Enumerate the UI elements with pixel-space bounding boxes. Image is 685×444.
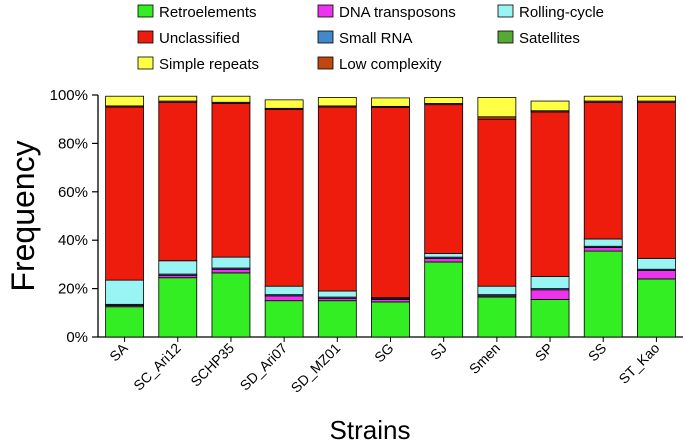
- bar-sa-rolling-cycle: [105, 279, 144, 305]
- legend-swatch-rolling-cycle: [497, 4, 514, 18]
- legend-swatch-dna-transposons: [317, 4, 334, 18]
- legend-swatch-unclassified: [137, 30, 154, 44]
- legend-swatch-retroelements: [137, 4, 154, 18]
- legend-swatch-low-complexity: [317, 56, 334, 70]
- bar-sj-simple-repeats: [424, 97, 464, 104]
- bar-sg-retroelements: [371, 301, 410, 338]
- legend-label-rolling-cycle: Rolling-cycle: [519, 4, 604, 21]
- bar-sc-ari12-rolling-cycle: [158, 260, 198, 275]
- bar-sp-unclassified: [530, 111, 570, 277]
- bar-st-kao-dna-transposons: [637, 270, 676, 280]
- bar-sp-rolling-cycle: [530, 276, 570, 290]
- bar-schp35-rolling-cycle: [211, 256, 251, 269]
- bar-ss-dna-transposons: [583, 247, 623, 252]
- x-tick-label: SA: [106, 339, 131, 364]
- bar-sd-mz01-retroelements: [317, 300, 357, 338]
- bar-sa-unclassified: [105, 106, 144, 281]
- bar-sd-mz01-simple-repeats: [317, 97, 357, 107]
- x-tick-label: SC_Ari12: [130, 340, 184, 394]
- y-tick-label: 20%: [58, 281, 88, 298]
- bar-sc-ari12-retroelements: [158, 277, 198, 338]
- bar-sp-dna-transposons: [530, 289, 570, 300]
- bar-sc-ari12-simple-repeats: [158, 95, 198, 102]
- bar-sa-simple-repeats: [105, 95, 144, 107]
- y-tick-label: 60%: [58, 184, 88, 201]
- bar-sj-retroelements: [424, 261, 464, 338]
- bar-sj-rolling-cycle: [424, 253, 464, 258]
- bar-schp35-simple-repeats: [211, 95, 251, 103]
- x-axis-title: Strains: [330, 415, 411, 444]
- bar-ss-simple-repeats: [583, 95, 623, 102]
- bar-sg-unclassified: [371, 107, 410, 298]
- bar-schp35-retroelements: [211, 272, 251, 338]
- bar-sd-ari07-simple-repeats: [264, 99, 304, 109]
- bar-sd-mz01-rolling-cycle: [317, 290, 357, 298]
- bar-schp35-unclassified: [211, 103, 251, 258]
- legend-label-satellites: Satellites: [519, 30, 580, 47]
- bars: [105, 95, 676, 338]
- bar-smen-unclassified: [477, 118, 517, 287]
- legend-swatch-simple-repeats: [137, 56, 154, 70]
- bar-sc-ari12-unclassified: [158, 101, 198, 262]
- legend-swatch-small-rna: [317, 30, 334, 44]
- legend-label-dna-transposons: DNA transposons: [339, 4, 456, 21]
- bar-st-kao-simple-repeats: [637, 95, 676, 102]
- bar-sj-dna-transposons: [424, 257, 464, 263]
- x-tick-label: SD_Ari07: [237, 340, 291, 394]
- x-tick-label: SD_MZ01: [288, 340, 344, 396]
- legend-label-simple-repeats: Simple repeats: [159, 56, 259, 73]
- legend: Retroelements DNA transposons Rolling-cycl…: [137, 4, 604, 73]
- bar-ss-unclassified: [583, 101, 623, 240]
- bar-schp35-dna-transposons: [211, 268, 251, 274]
- bar-sd-ari07-retroelements: [264, 300, 304, 338]
- bar-st-kao-retroelements: [637, 278, 676, 338]
- bar-smen-rolling-cycle: [477, 285, 517, 296]
- bar-ss-retroelements: [583, 250, 623, 338]
- x-tick-label: SJ: [427, 340, 450, 363]
- bar-sa-retroelements: [105, 306, 144, 338]
- bar-smen-retroelements: [477, 296, 517, 338]
- bar-sd-ari07-rolling-cycle: [264, 285, 304, 296]
- bar-sd-ari07-unclassified: [264, 109, 304, 287]
- x-tick-label: SS: [585, 340, 610, 365]
- y-tick-label: 0%: [66, 329, 88, 346]
- x-tick-label: Smen: [466, 340, 503, 377]
- legend-label-unclassified: Unclassified: [159, 30, 240, 47]
- legend-label-small-rna: Small RNA: [339, 30, 412, 47]
- y-tick-label: 40%: [58, 232, 88, 249]
- bar-st-kao-unclassified: [637, 101, 676, 259]
- x-tick-label: ST_Kao: [615, 340, 662, 387]
- legend-label-retroelements: Retroelements: [159, 4, 257, 21]
- x-tick-label: SP: [532, 340, 557, 365]
- bar-sj-unclassified: [424, 104, 464, 254]
- x-tick-label: SG: [371, 340, 397, 366]
- bar-sg-simple-repeats: [371, 97, 410, 107]
- bar-st-kao-rolling-cycle: [637, 257, 676, 270]
- bar-ss-rolling-cycle: [583, 238, 623, 247]
- bar-sd-mz01-unclassified: [317, 106, 357, 292]
- y-axis-title: Frequency: [5, 140, 41, 291]
- bar-smen-simple-repeats: [477, 97, 517, 118]
- bar-sp-simple-repeats: [530, 100, 570, 112]
- y-tick-label: 100%: [50, 87, 88, 104]
- bar-sd-ari07-dna-transposons: [264, 295, 304, 302]
- legend-swatch-satellites: [497, 30, 514, 44]
- y-tick-label: 80%: [58, 135, 88, 152]
- legend-label-low-complexity: Low complexity: [339, 56, 442, 73]
- bar-sp-retroelements: [530, 299, 570, 338]
- x-tick-label: SCHP35: [187, 340, 237, 390]
